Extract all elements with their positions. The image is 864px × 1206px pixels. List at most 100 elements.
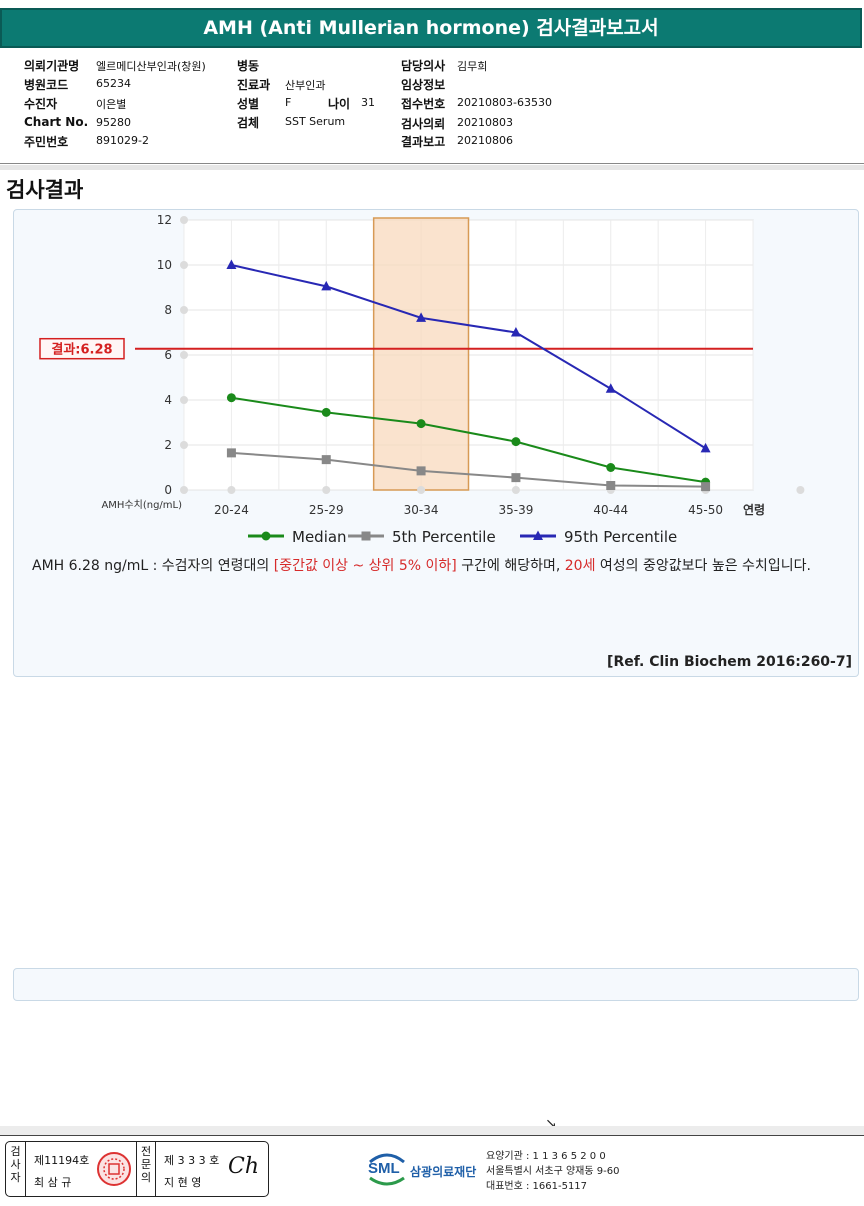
footer-band [0, 1126, 864, 1136]
sml-logo: SML [366, 1150, 408, 1192]
institution-label: 의뢰기관명 [24, 59, 80, 73]
patient-value: 이은별 [96, 98, 127, 111]
inspector-label: 검사자 [6, 1142, 26, 1196]
result-label-box [39, 337, 125, 360]
resident-no-value: 891029-2 [96, 134, 149, 147]
department-label: 진료과 [237, 78, 271, 92]
y-tick-dot [180, 306, 188, 314]
report-title: AMH (Anti Mullerian hormone) 검사결과보고서 [0, 8, 862, 48]
divider-band [0, 165, 864, 170]
y-tick-dot [180, 396, 188, 404]
age-value: 31 [361, 96, 375, 109]
data-point [321, 407, 331, 417]
institution-value: 엘르메디산부인과(창원) [96, 60, 206, 73]
sex-value: F [285, 96, 292, 109]
foundation-name: 삼광의료재단 [410, 1165, 477, 1179]
data-point [606, 481, 616, 490]
receipt-no-value: 20210803-63530 [457, 96, 552, 109]
y-tick-dot [180, 441, 188, 449]
specialist-license: 제 3 3 3 호 [164, 1154, 220, 1167]
data-point [511, 437, 521, 447]
x-tick-dot [227, 486, 236, 494]
x-tick-label: 35-39 [498, 503, 533, 517]
series-line [231, 264, 707, 450]
address: 서울특별시 서초구 양재동 9-60 [486, 1166, 620, 1177]
desc-range: [중간값 이상 ~ 상위 5% 이하] [273, 558, 457, 574]
data-point [226, 448, 236, 458]
sml-logo-icon [369, 1153, 405, 1186]
y-tick-label: 12 [157, 213, 172, 227]
reference-citation: [Ref. Clin Biochem 2016:260-7] [607, 654, 852, 670]
institution-code: 요양기관 : 1 1 3 6 5 2 0 0 [486, 1151, 606, 1162]
specimen-label: 검체 [237, 116, 260, 130]
x-tick-label: 30-34 [404, 503, 439, 517]
clinical-label: 임상정보 [401, 78, 446, 92]
result-description: AMH 6.28 ng/mL : 수검자의 연령대의 [중간값 이상 ~ 상위 … [32, 555, 862, 577]
mouse-cursor-icon: ↘ [545, 1116, 557, 1132]
desc-text-3: 여성의 중앙값보다 높은 수치입니다. [595, 558, 811, 574]
desc-text-2: 구간에 해당하며, [456, 558, 565, 574]
y-tick-label: 0 [164, 483, 172, 497]
result-label: 결과:6.28 [51, 342, 112, 358]
report-date-value: 20210806 [457, 134, 513, 147]
desc-text-1: AMH 6.28 ng/mL : 수검자의 연령대의 [32, 558, 274, 574]
inspector-license: 제11194호 [34, 1154, 90, 1167]
specialist-name: 지 현 영 [164, 1176, 202, 1189]
sml-logo-text: SML [368, 1160, 400, 1177]
x-tick-label: 40-44 [593, 503, 628, 517]
y-tick-dot [180, 216, 188, 224]
data-point [226, 393, 236, 403]
legend-marker [361, 531, 371, 541]
doctor-value: 김무희 [457, 60, 488, 73]
specialist-label-text: 전문의 [140, 1145, 152, 1184]
chart-no-label: Chart No. [24, 115, 89, 129]
y-tick-label: 2 [164, 438, 172, 452]
resident-no-label: 주민번호 [24, 135, 69, 149]
request-date-label: 검사의뢰 [401, 117, 446, 131]
report-date-label: 결과보고 [401, 135, 446, 149]
y-tick-label: 6 [164, 348, 172, 362]
amh-chart: 0 2 4 6 8 10 12 20-24 25-29 30-34 35-39 40-44 45-50 연… [39, 213, 805, 546]
y-tick-label: 8 [164, 303, 172, 317]
data-point [510, 327, 521, 337]
phone: 대표번호 : 1661-5117 [486, 1181, 588, 1192]
y-tick-dot [180, 486, 188, 494]
data-point [416, 419, 426, 429]
sex-label: 성별 [237, 97, 260, 111]
contact-info: 요양기관 : 1 1 3 6 5 2 0 0 서울특별시 서초구 양재동 9-6… [486, 1149, 619, 1194]
x-axis-suffix: 연령 [743, 502, 765, 517]
series-line [231, 396, 706, 484]
department-value: 산부인과 [285, 79, 326, 92]
data-point [416, 466, 426, 476]
inspector-name: 최 삼 규 [34, 1176, 72, 1189]
data-point [605, 383, 616, 393]
series-line [231, 451, 706, 488]
receipt-no-label: 접수번호 [401, 97, 446, 111]
patient-label: 수진자 [24, 97, 58, 111]
x-tick-dot [511, 486, 520, 494]
empty-panel [13, 968, 859, 1001]
x-tick-label: 45-50 [688, 503, 723, 517]
patient-info-panel: 의뢰기관명 엘르메디산부인과(창원) 병원코드 65234 수진자 이은별 Ch… [0, 52, 864, 164]
section-title: 검사결과 [6, 178, 84, 202]
y-tick-label: 4 [164, 393, 172, 407]
age-label: 나이 [328, 97, 351, 111]
specialist-label: 전문의 [136, 1142, 156, 1196]
legend-label: Median [292, 528, 347, 546]
inspector-label-text: 검사자 [10, 1145, 21, 1184]
data-point [511, 473, 521, 483]
x-tick-dot [322, 486, 331, 494]
data-point [700, 442, 711, 453]
x-tick-dot [417, 486, 426, 494]
data-point [416, 312, 427, 322]
highlight-band [372, 217, 470, 491]
x-tick-label: 25-29 [309, 503, 344, 517]
data-point [321, 455, 331, 465]
y-tick-dot [180, 261, 188, 269]
doctor-label: 담당의사 [401, 59, 446, 73]
data-point [701, 482, 711, 492]
signature-box: 검사자 제11194호 최 삼 규 전문의 제 3 3 3 호 지 현 영 Ch [5, 1141, 269, 1197]
seal-icon [97, 1152, 131, 1186]
x-tick-dot [796, 486, 805, 494]
legend-marker [261, 531, 271, 541]
